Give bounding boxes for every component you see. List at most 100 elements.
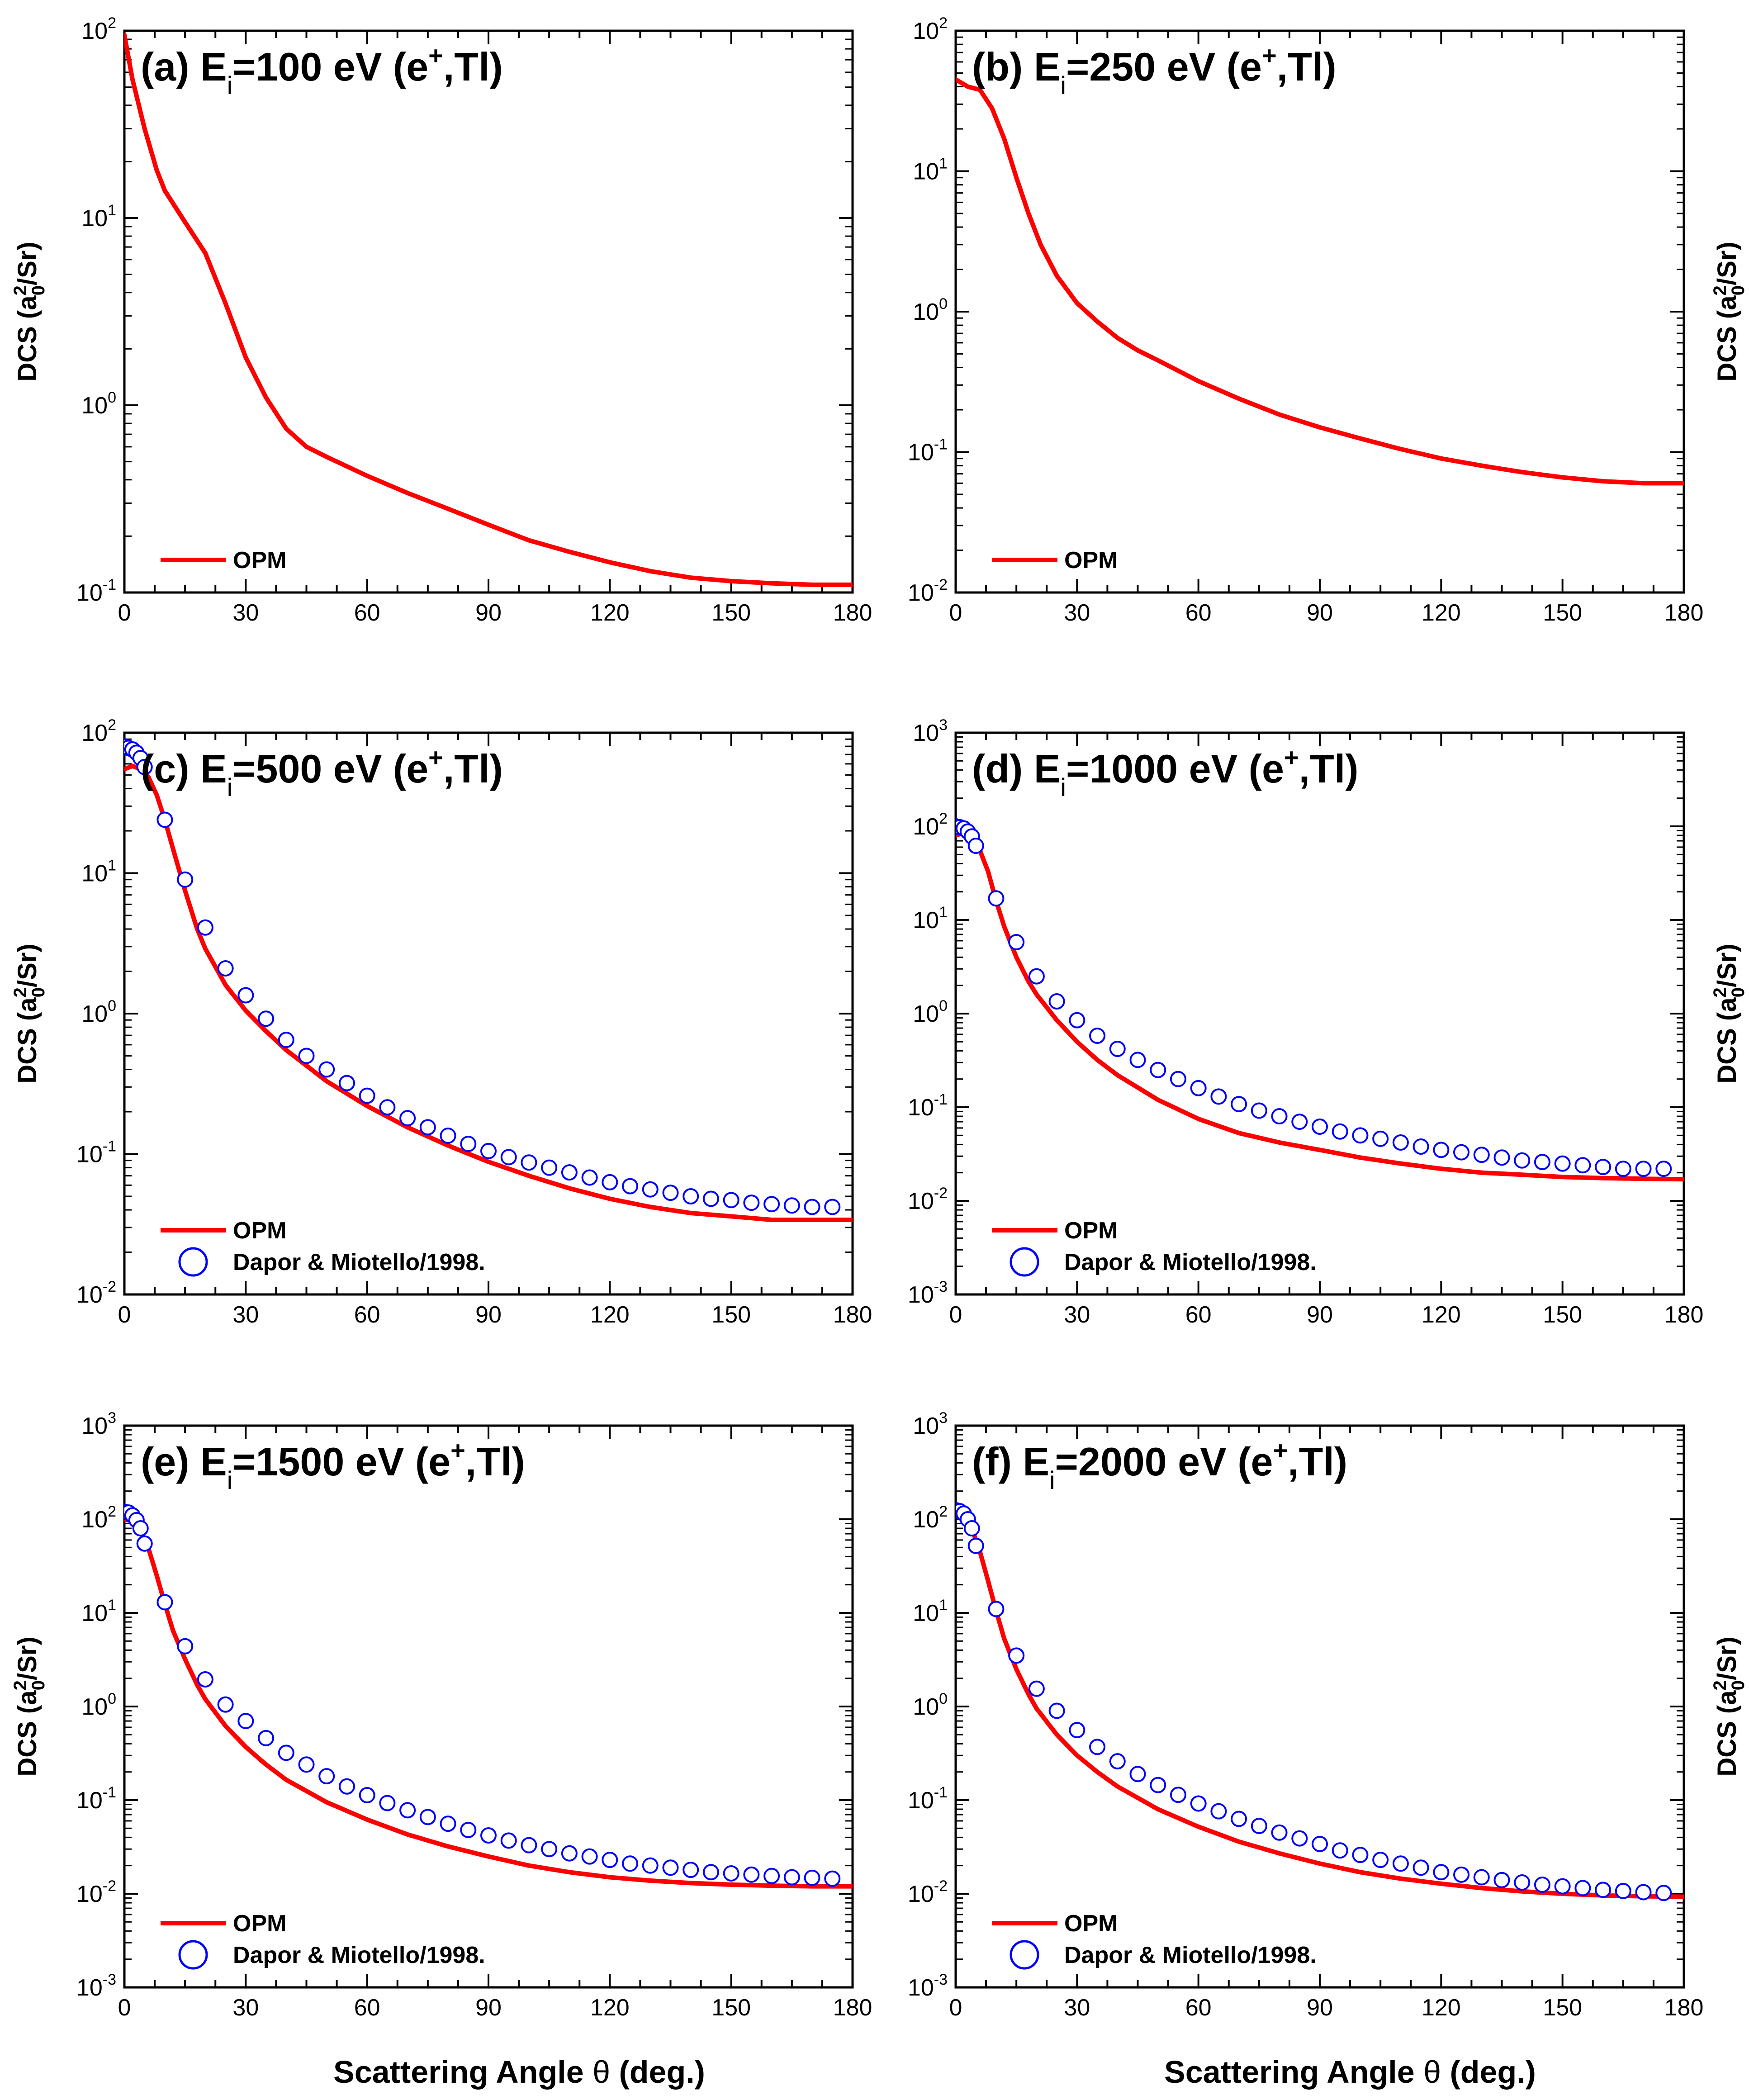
data-point-dapor <box>419 1119 436 1136</box>
data-point-dapor <box>237 1713 254 1730</box>
data-point-dapor <box>258 1010 275 1027</box>
y-tick-label: 102 <box>913 810 948 840</box>
data-point-dapor <box>561 1164 578 1181</box>
data-point-dapor <box>258 1730 275 1746</box>
data-point-dapor <box>1615 1161 1631 1177</box>
data-point-dapor <box>521 1154 537 1171</box>
x-tick-label: 30 <box>1064 1995 1090 2021</box>
y-tick-label: 100 <box>81 389 116 419</box>
chart-title: (b) Ei=250 eV (e+,Tl) <box>972 41 1337 100</box>
data-point-dapor <box>1453 1144 1470 1161</box>
data-point-dapor <box>1635 1161 1652 1177</box>
legend-marker-dapor <box>178 1940 208 1970</box>
data-point-dapor <box>743 1195 760 1211</box>
data-point-dapor <box>683 1862 699 1878</box>
y-tick-label: 10-2 <box>908 1185 948 1214</box>
data-point-dapor <box>1514 1152 1531 1169</box>
chart-title: (f) Ei=2000 eV (e+,Tl) <box>972 1436 1347 1494</box>
data-point-dapor <box>967 837 984 854</box>
x-tick-label: 150 <box>1543 1995 1582 2021</box>
data-point-dapor <box>1089 1027 1106 1044</box>
data-point-dapor <box>1170 1787 1186 1803</box>
data-point-dapor <box>1473 1147 1490 1163</box>
data-point-dapor <box>419 1809 436 1825</box>
data-point-dapor <box>581 1169 598 1186</box>
data-point-dapor <box>642 1857 659 1874</box>
data-point-dapor <box>1008 934 1025 950</box>
y-tick-label: 10-3 <box>76 1971 116 2001</box>
data-point-dapor <box>1251 1102 1267 1119</box>
data-point-dapor <box>440 1816 456 1832</box>
data-point-dapor <box>1412 1138 1429 1155</box>
y-tick-label: 10-1 <box>908 436 948 466</box>
data-point-dapor <box>1433 1142 1450 1158</box>
x-tick-label: 180 <box>1664 1995 1704 2021</box>
data-point-dapor <box>763 1868 780 1884</box>
data-point-dapor <box>1069 1012 1085 1029</box>
series-line-opm <box>124 763 853 1222</box>
data-point-dapor <box>783 1197 800 1214</box>
data-point-dapor <box>217 1696 234 1713</box>
plot-area <box>956 77 1684 486</box>
y-tick-label: 103 <box>913 1409 948 1439</box>
data-point-dapor <box>662 1859 679 1876</box>
data-point-dapor <box>702 1190 719 1207</box>
data-point-dapor <box>1433 1864 1450 1881</box>
data-point-dapor <box>500 1832 517 1849</box>
legend-label-dapor: Dapor & Miotello/1998. <box>233 1942 485 1968</box>
legend-label-opm: OPM <box>233 547 286 574</box>
x-tick-label: 0 <box>118 1302 131 1328</box>
legend-label-opm: OPM <box>1064 1218 1118 1244</box>
data-point-dapor <box>1028 1680 1045 1697</box>
x-tick-label: 150 <box>711 1302 751 1328</box>
data-point-dapor <box>1554 1155 1571 1172</box>
data-point-dapor <box>1210 1088 1227 1105</box>
y-tick-label: 10-2 <box>908 1877 948 1907</box>
data-point-dapor <box>399 1802 416 1819</box>
data-point-dapor <box>1514 1874 1531 1891</box>
legend: OPM Dapor & Miotello/1998. <box>161 1218 485 1277</box>
legend: OPM Dapor & Miotello/1998. <box>992 1218 1317 1277</box>
data-point-dapor <box>1008 1647 1025 1664</box>
legend: OPM <box>992 547 1118 574</box>
x-tick-label: 0 <box>118 1995 131 2021</box>
data-point-dapor <box>318 1768 335 1785</box>
y-axis-title: DCS (a20/Sr) <box>1710 943 1748 1083</box>
x-tick-label: 30 <box>1064 1302 1090 1328</box>
data-point-dapor <box>723 1192 739 1209</box>
data-point-dapor <box>1595 1159 1612 1176</box>
x-tick-label: 150 <box>711 600 751 626</box>
x-tick-label: 90 <box>1307 600 1333 626</box>
legend-marker-dapor <box>1010 1247 1039 1277</box>
data-point-dapor <box>379 1795 396 1811</box>
data-point-dapor <box>156 811 173 828</box>
data-point-dapor <box>1655 1161 1672 1177</box>
y-tick-label: 103 <box>81 1409 116 1439</box>
series-line-opm <box>124 1517 853 1889</box>
data-point-dapor <box>359 1787 375 1804</box>
x-tick-label: 60 <box>354 1995 380 2021</box>
data-point-dapor <box>298 1756 315 1773</box>
chart-title: (a) Ei=100 eV (e+,Tl) <box>141 41 503 100</box>
data-point-dapor <box>1493 1872 1510 1888</box>
data-point-dapor <box>1312 1118 1328 1135</box>
data-point-dapor <box>642 1181 659 1198</box>
data-point-dapor <box>1655 1885 1672 1901</box>
x-tick-label: 180 <box>1664 1302 1704 1328</box>
y-tick-label: 10-1 <box>76 1138 116 1168</box>
data-point-dapor <box>1473 1869 1490 1886</box>
data-point-dapor <box>217 960 234 977</box>
x-tick-label: 180 <box>833 1995 872 2021</box>
data-point-dapor <box>136 1535 153 1552</box>
data-point-dapor <box>298 1048 315 1064</box>
x-tick-label: 0 <box>949 1302 962 1328</box>
y-axis-title: DCS (a20/Sr) <box>10 1636 48 1776</box>
x-tick-label: 60 <box>1185 1302 1212 1328</box>
x-tick-label: 90 <box>475 1302 502 1328</box>
data-point-dapor <box>622 1178 639 1195</box>
data-point-dapor <box>804 1199 820 1215</box>
data-point-dapor <box>1150 1777 1166 1793</box>
data-point-dapor <box>197 1671 213 1688</box>
data-point-dapor <box>1595 1882 1612 1898</box>
data-point-dapor <box>440 1128 456 1144</box>
